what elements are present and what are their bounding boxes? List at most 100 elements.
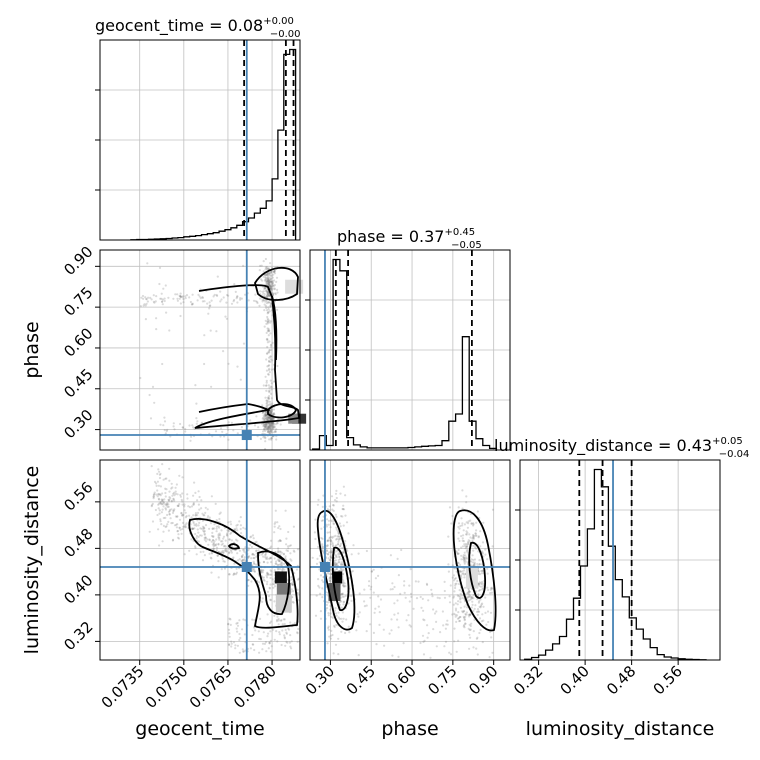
scatter-point <box>465 557 468 560</box>
ytick-label-phase-0: 0.30 <box>60 406 96 442</box>
scatter-point <box>342 564 345 567</box>
scatter-point <box>217 560 220 563</box>
scatter-point <box>268 310 271 313</box>
scatter-point <box>338 555 341 559</box>
scatter-point <box>269 279 272 282</box>
scatter-point <box>204 536 207 539</box>
scatter-point <box>335 538 338 541</box>
scatter-point <box>331 541 334 544</box>
scatter-point <box>426 624 429 627</box>
scatter-point <box>342 585 345 588</box>
scatter-point <box>268 411 271 414</box>
scatter-point <box>264 440 267 443</box>
scatter-point <box>259 617 262 621</box>
scatter-point <box>403 591 406 595</box>
scatter-point <box>273 271 276 274</box>
scatter-point <box>194 511 197 515</box>
scatter-point <box>426 583 429 587</box>
scatter-point <box>270 388 273 391</box>
scatter-point <box>196 499 199 502</box>
scatter-point <box>230 545 234 548</box>
scatter-point <box>443 589 446 593</box>
scatter-point <box>221 549 224 553</box>
scatter-point <box>174 492 177 495</box>
scatter-point <box>181 514 184 517</box>
scatter-point <box>467 592 470 595</box>
scatter-point <box>335 515 338 519</box>
scatter-point <box>326 544 329 548</box>
scatter-point <box>208 527 211 530</box>
scatter-point <box>269 411 272 414</box>
scatter-point <box>470 606 473 609</box>
ytick-label-luminosity_distance-3: 0.56 <box>60 478 96 514</box>
scatter-point <box>463 558 466 561</box>
scatter-point <box>159 494 162 497</box>
scatter-point <box>203 554 206 557</box>
scatter-point <box>149 417 153 420</box>
scatter-point <box>174 490 177 493</box>
axes-frame-0-2 <box>99 459 301 661</box>
scatter-point <box>261 300 264 303</box>
scatter-point <box>276 291 279 294</box>
scatter-point <box>267 301 270 304</box>
scatter-point <box>239 378 242 381</box>
scatter-point <box>335 500 338 503</box>
scatter-point <box>188 549 191 552</box>
scatter-point <box>456 579 459 583</box>
scatter-point <box>263 293 266 296</box>
scatter-point <box>336 535 339 538</box>
scatter-point <box>321 519 325 522</box>
scatter-point <box>199 297 202 300</box>
scatter-point <box>466 561 469 564</box>
scatter-point <box>188 296 191 299</box>
scatter-point <box>270 410 273 414</box>
scatter-point <box>191 527 194 530</box>
scatter-point <box>272 422 275 426</box>
scatter-point <box>463 619 466 622</box>
scatter-point <box>165 311 168 314</box>
scatter-point <box>192 527 195 530</box>
scatter-point <box>161 492 164 495</box>
scatter-point <box>265 280 268 283</box>
scatter-point <box>463 626 466 629</box>
scatter-point <box>272 412 276 415</box>
scatter-point <box>229 532 232 536</box>
scatter-point <box>181 503 184 506</box>
scatter-point <box>164 487 167 490</box>
ytick-label-luminosity_distance-1: 0.40 <box>60 571 96 607</box>
scatter-point <box>173 524 177 527</box>
scatter-point <box>432 608 435 611</box>
scatter-point <box>175 523 178 527</box>
scatter-point <box>263 425 267 428</box>
scatter-point <box>252 556 255 560</box>
scatter-point <box>162 478 165 481</box>
scatter-point <box>241 648 244 651</box>
scatter-point <box>232 556 235 559</box>
scatter-point <box>454 607 458 610</box>
scatter-point <box>215 538 218 541</box>
scatter-point <box>139 376 142 380</box>
scatter-point <box>328 531 331 534</box>
scatter-point <box>342 524 345 527</box>
scatter-point <box>151 520 155 523</box>
scatter-point <box>272 273 275 276</box>
scatter-point <box>365 604 368 607</box>
scatter-point <box>365 549 368 553</box>
scatter-point <box>262 436 265 439</box>
scatter-point <box>461 537 464 540</box>
scatter-point <box>333 499 337 502</box>
scatter-point <box>185 522 188 525</box>
scatter-point <box>268 294 271 297</box>
scatter-point <box>264 287 267 290</box>
scatter-point <box>458 620 461 623</box>
scatter-point <box>204 537 207 540</box>
scatter-point <box>459 563 462 567</box>
scatter-point <box>345 618 348 621</box>
scatter-point <box>480 603 483 606</box>
scatter-point <box>267 318 270 321</box>
scatter-point <box>477 601 480 604</box>
scatter-point <box>200 421 204 424</box>
scatter-point <box>272 426 275 429</box>
scatter-point <box>268 391 271 394</box>
scatter-point <box>139 305 142 308</box>
